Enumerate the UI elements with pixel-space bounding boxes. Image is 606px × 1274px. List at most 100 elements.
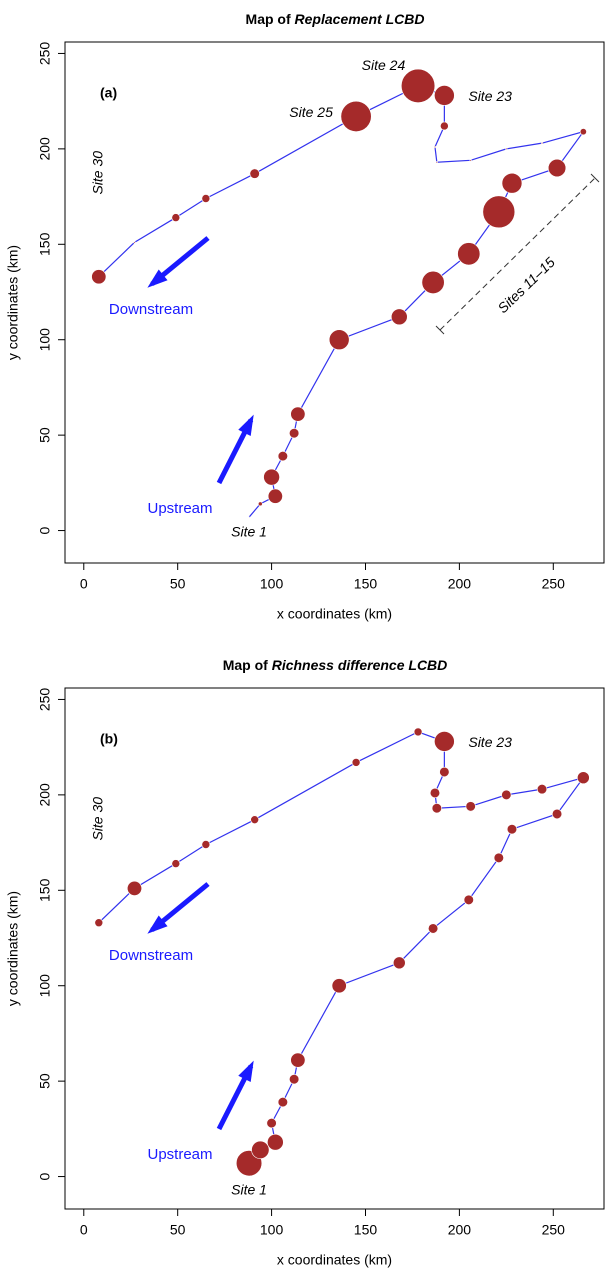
- x-tick-label: 250: [542, 576, 566, 592]
- x-tick-label: 0: [80, 576, 88, 592]
- site-label: Site 1: [231, 1182, 267, 1198]
- site-bubble: [277, 451, 288, 462]
- y-tick-label: 100: [37, 974, 53, 998]
- y-tick-label: 50: [37, 427, 53, 443]
- site-bubble: [351, 758, 361, 767]
- y-tick-label: 0: [37, 1172, 53, 1180]
- upstream-label: Upstream: [147, 1146, 212, 1163]
- site-bubble: [91, 269, 107, 285]
- site-bubble: [506, 824, 518, 835]
- site-bubble: [577, 771, 590, 784]
- y-tick-label: 250: [37, 688, 53, 712]
- site-bubble: [251, 1140, 270, 1159]
- arrow-head: [238, 414, 254, 436]
- panel: Map of Richness difference LCBD 0 50 100 150…: [5, 657, 605, 1268]
- site-label: Site 30: [90, 151, 106, 195]
- bracket-cap: [435, 325, 445, 335]
- bracket-label: Sites 11–15: [494, 254, 558, 316]
- site-bubble: [482, 195, 516, 229]
- panel: Map of Replacement LCBD 0 50 100 150 200 250 0 5…: [5, 11, 605, 622]
- site-bubble: [94, 918, 104, 928]
- site-bubble: [434, 731, 455, 752]
- site-bubble: [421, 270, 445, 294]
- title-text: Map of: [223, 657, 268, 673]
- bracket-line: [439, 177, 596, 331]
- site-bubble: [413, 727, 423, 737]
- x-tick-label: 0: [80, 1222, 88, 1238]
- x-axis-label: x coordinates (km): [277, 606, 392, 622]
- site-bubble: [249, 168, 260, 179]
- y-tick-label: 250: [37, 42, 53, 66]
- y-tick-label: 0: [37, 526, 53, 534]
- x-tick-label: 100: [260, 576, 284, 592]
- upstream-label: Upstream: [147, 500, 212, 517]
- site-label: Site 23: [468, 734, 512, 750]
- site-label: Site 30: [90, 797, 106, 841]
- site-bubble: [133, 241, 136, 244]
- site-bubble: [440, 121, 449, 131]
- chart-title: Map of Richness difference LCBD: [223, 657, 448, 673]
- x-tick-label: 50: [170, 1222, 186, 1238]
- arrow-head: [147, 915, 168, 934]
- title-text: Map of: [246, 11, 291, 27]
- arrow-head: [147, 269, 168, 288]
- downstream-label: Downstream: [109, 301, 193, 318]
- site-bubble: [266, 1118, 277, 1129]
- downstream-label: Downstream: [109, 947, 193, 964]
- site-bubble: [290, 406, 306, 422]
- y-tick-label: 200: [37, 783, 53, 807]
- site-bubble: [429, 787, 441, 799]
- bracket-cap: [590, 173, 600, 183]
- y-tick-label: 100: [37, 328, 53, 352]
- plot-frame: [64, 41, 605, 564]
- site-bubble: [277, 1097, 288, 1108]
- site-bubble: [171, 213, 181, 222]
- site-bubble: [536, 784, 548, 795]
- site-bubble: [400, 68, 436, 103]
- site-bubble: [126, 880, 142, 896]
- site-bubble: [501, 172, 523, 194]
- site-bubble: [579, 128, 587, 136]
- y-tick-label: 150: [37, 232, 53, 256]
- site-bubble: [290, 1052, 306, 1068]
- chart-title: Map of Replacement LCBD: [246, 11, 425, 27]
- site-bubble: [267, 488, 283, 504]
- site-bubble: [267, 1133, 284, 1151]
- site-label: Site 1: [231, 523, 267, 539]
- site-bubble: [551, 808, 563, 820]
- site-bubble: [431, 803, 442, 814]
- plot-frame: [64, 687, 605, 1210]
- site-bubble: [439, 766, 450, 778]
- x-tick-label: 200: [448, 576, 472, 592]
- x-tick-label: 150: [354, 1222, 378, 1238]
- site-bubble: [505, 147, 508, 150]
- site-bubble: [331, 978, 347, 994]
- site-bubble: [328, 329, 350, 351]
- x-tick-label: 50: [170, 576, 186, 592]
- site-bubble: [392, 956, 406, 970]
- site-label: Site 23: [468, 88, 512, 104]
- site-bubble: [493, 852, 504, 863]
- y-tick-label: 150: [37, 878, 53, 902]
- site-bubble: [250, 815, 259, 824]
- site-bubble: [469, 159, 472, 162]
- panel-label: (a): [100, 85, 117, 101]
- site-bubble: [201, 840, 211, 849]
- site-bubble: [340, 100, 372, 132]
- site-bubble: [463, 894, 474, 905]
- y-axis-label: y coordinates (km): [5, 245, 21, 360]
- site-bubble: [289, 428, 300, 439]
- title-italic: Replacement LCBD: [295, 11, 425, 27]
- site-bubble: [390, 308, 408, 326]
- site-bubble: [457, 242, 481, 266]
- title-italic: Richness difference LCBD: [272, 657, 448, 673]
- site-bubble: [427, 923, 439, 934]
- y-tick-label: 200: [37, 137, 53, 161]
- site-bubble: [263, 468, 280, 486]
- site-bubble: [547, 158, 567, 178]
- site-bubble: [501, 789, 512, 800]
- site-label: Site 25: [289, 104, 333, 120]
- x-axis-label: x coordinates (km): [277, 1252, 392, 1268]
- site-bubble: [289, 1074, 300, 1085]
